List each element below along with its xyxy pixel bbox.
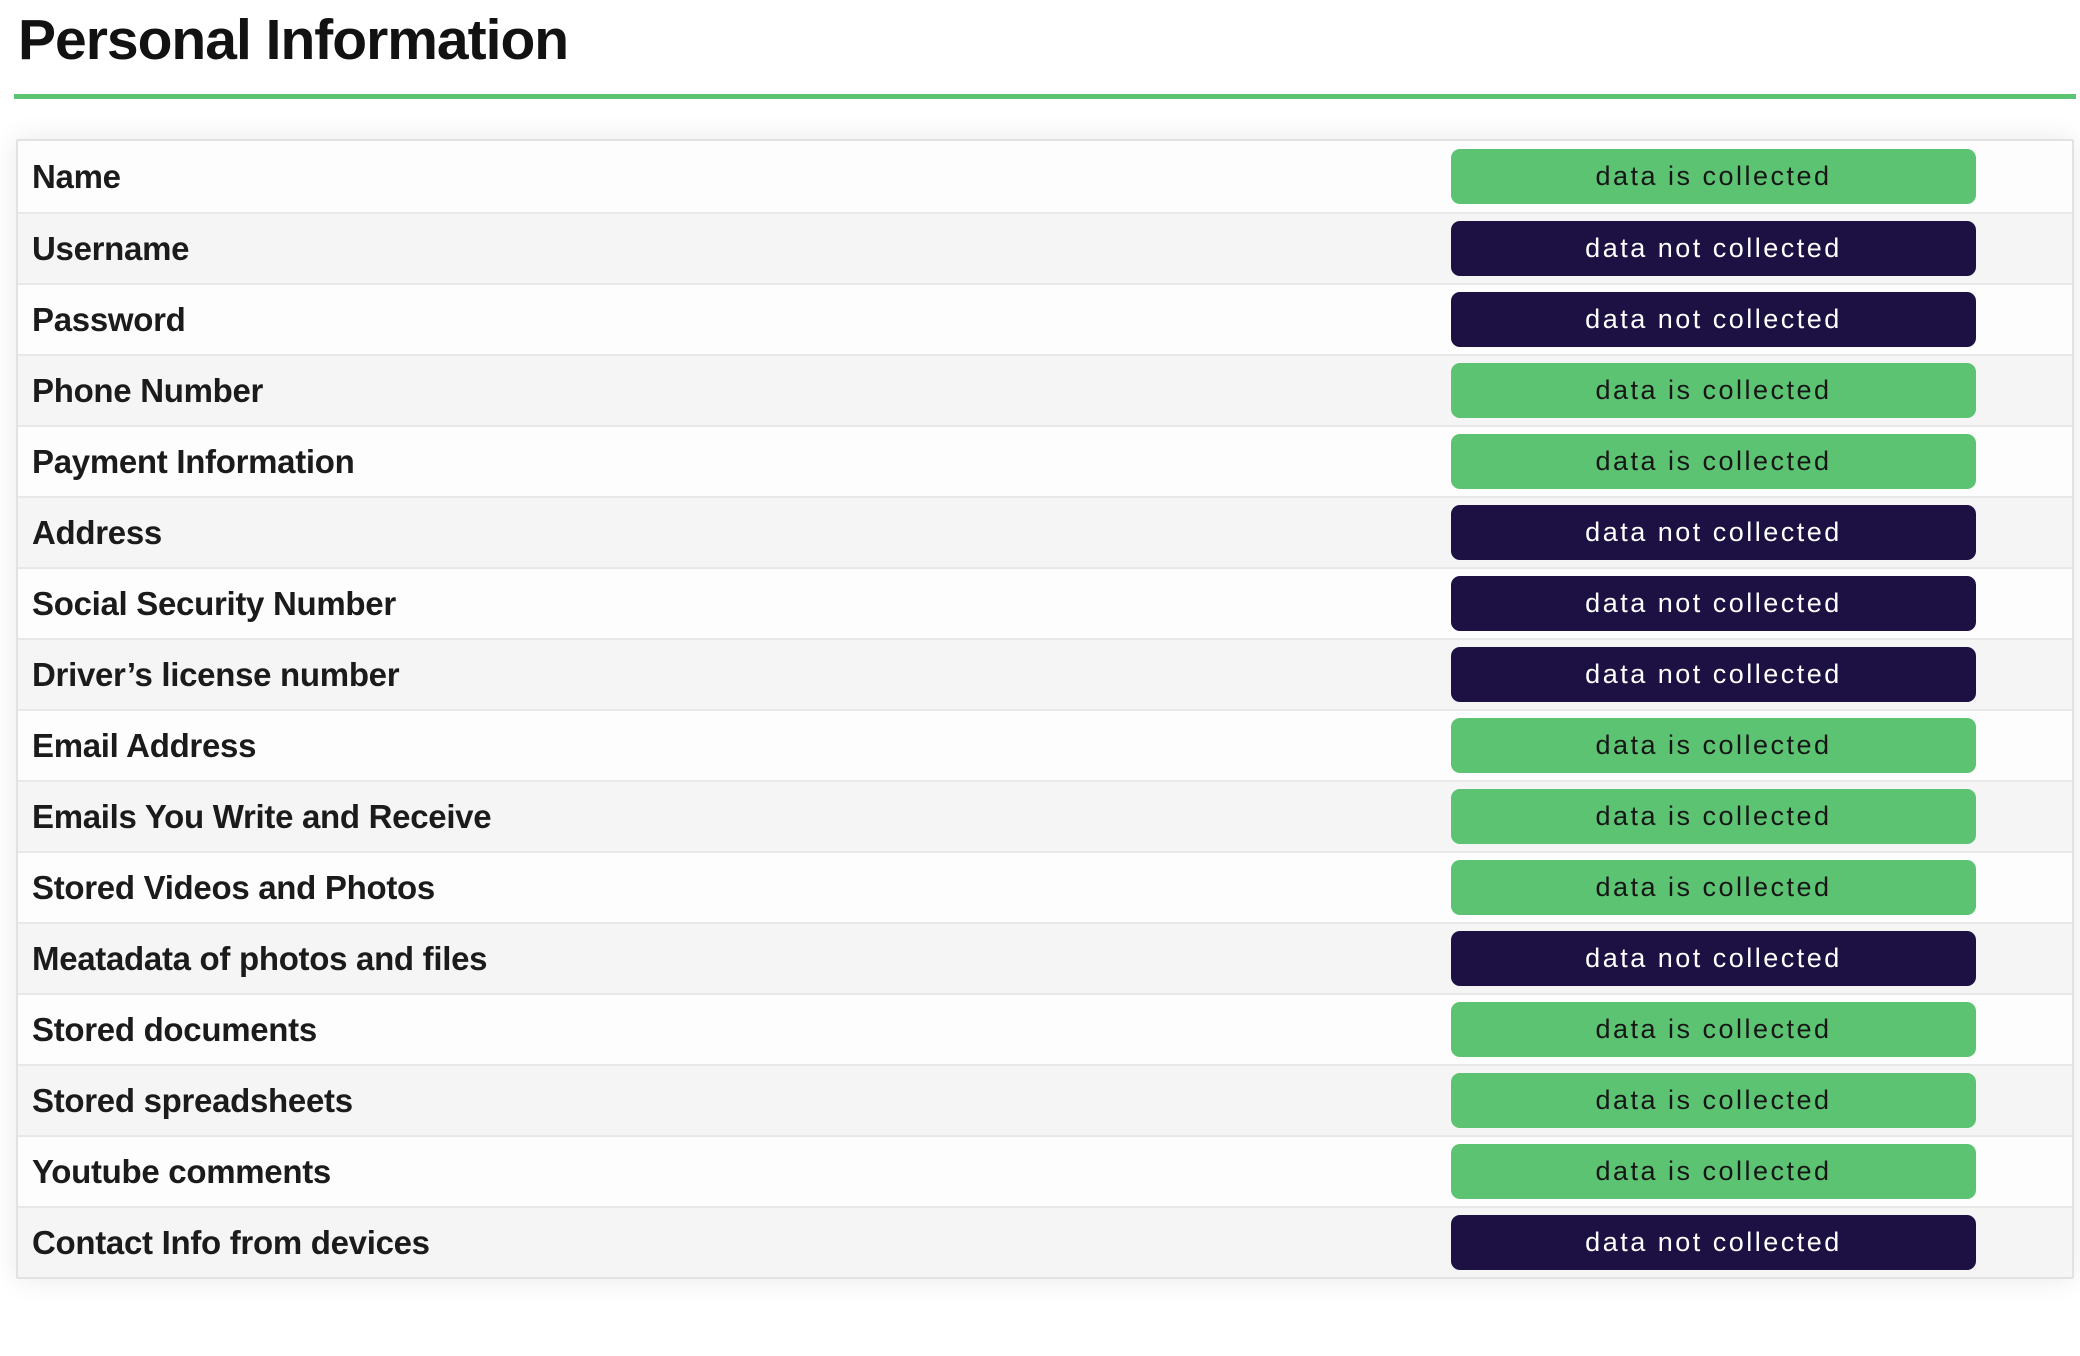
- status-badge: data is collected: [1451, 1144, 1976, 1199]
- status-badge: data not collected: [1451, 292, 1976, 347]
- status-badge: data is collected: [1451, 718, 1976, 773]
- table-row: Emails You Write and Receive data is coll…: [18, 780, 2072, 851]
- table-row: Social Security Number data not collected: [18, 567, 2072, 638]
- row-label: Emails You Write and Receive: [32, 797, 492, 835]
- status-badge: data is collected: [1451, 1073, 1976, 1128]
- row-label: Email Address: [32, 726, 257, 764]
- page-header: Personal Information: [0, 12, 2080, 99]
- row-label: Social Security Number: [32, 584, 396, 622]
- table-row: Address data not collected: [18, 496, 2072, 567]
- table-row: Payment Information data is collected: [18, 425, 2072, 496]
- status-badge: data not collected: [1451, 1215, 1976, 1270]
- table-row: Password data not collected: [18, 283, 2072, 354]
- table-row: Phone Number data is collected: [18, 354, 2072, 425]
- row-label: Username: [32, 229, 190, 267]
- table-row: Stored Videos and Photos data is collecte…: [18, 851, 2072, 922]
- status-badge: data is collected: [1451, 860, 1976, 915]
- status-badge: data not collected: [1451, 505, 1976, 560]
- status-badge: data not collected: [1451, 931, 1976, 986]
- status-badge: data not collected: [1451, 647, 1976, 702]
- status-badge: data is collected: [1451, 789, 1976, 844]
- status-badge: data not collected: [1451, 576, 1976, 631]
- table-row: Driver’s license number data not collecte…: [18, 638, 2072, 709]
- table-row: Stored documents data is collected: [18, 993, 2072, 1064]
- row-label: Stored documents: [32, 1010, 317, 1048]
- page-title: Personal Information: [18, 8, 569, 72]
- status-badge: data not collected: [1451, 221, 1976, 276]
- row-label: Address: [32, 513, 162, 551]
- table-row: Meatadata of photos and files data not co…: [18, 922, 2072, 993]
- status-badge: data is collected: [1451, 1002, 1976, 1057]
- table-row: Email Address data is collected: [18, 709, 2072, 780]
- row-label: Meatadata of photos and files: [32, 939, 488, 977]
- table-row: Contact Info from devices data not collec…: [18, 1206, 2072, 1277]
- row-label: Payment Information: [32, 442, 355, 480]
- table-row: Name data is collected: [18, 141, 2072, 212]
- title-underline: [14, 94, 2076, 99]
- row-label: Driver’s license number: [32, 655, 400, 693]
- status-badge: data is collected: [1451, 149, 1976, 204]
- row-label: Youtube comments: [32, 1152, 331, 1190]
- row-label: Name: [32, 157, 121, 195]
- status-badge: data is collected: [1451, 363, 1976, 418]
- row-label: Stored Videos and Photos: [32, 868, 435, 906]
- table-row: Stored spreadsheets data is collected: [18, 1064, 2072, 1135]
- row-label: Stored spreadsheets: [32, 1081, 353, 1119]
- data-collection-table: Name data is collected Username data not co…: [16, 139, 2074, 1279]
- row-label: Phone Number: [32, 371, 264, 409]
- row-label: Password: [32, 300, 186, 338]
- row-label: Contact Info from devices: [32, 1223, 430, 1261]
- table-row: Youtube comments data is collected: [18, 1135, 2072, 1206]
- table-row: Username data not collected: [18, 212, 2072, 283]
- status-badge: data is collected: [1451, 434, 1976, 489]
